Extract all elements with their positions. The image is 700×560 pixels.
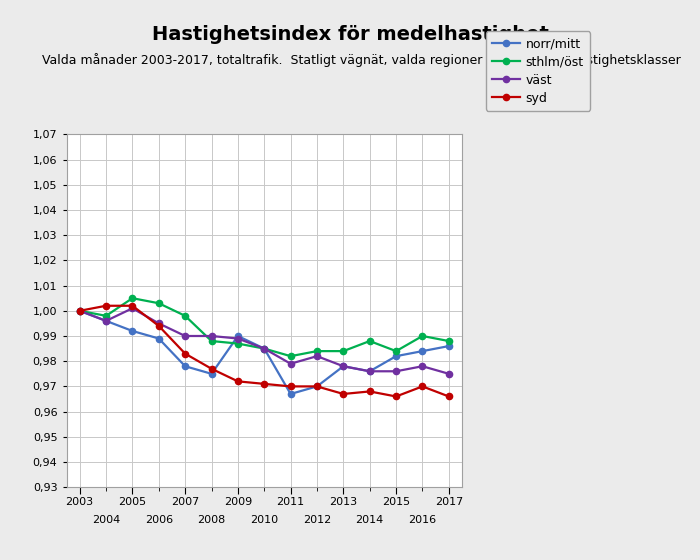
- Text: 2008: 2008: [197, 515, 225, 525]
- Text: 2010: 2010: [250, 515, 279, 525]
- väst: [286, 360, 295, 367]
- norr/mitt: [76, 307, 84, 314]
- norr/mitt: [128, 328, 136, 334]
- väst: [76, 307, 84, 314]
- sthlm/öst: [392, 348, 400, 354]
- sthlm/öst: [181, 312, 190, 319]
- sthlm/öst: [76, 307, 84, 314]
- syd: [339, 390, 347, 397]
- syd: [444, 393, 453, 400]
- väst: [339, 363, 347, 370]
- syd: [128, 302, 136, 309]
- norr/mitt: [234, 333, 242, 339]
- väst: [260, 345, 269, 352]
- sthlm/öst: [234, 340, 242, 347]
- sthlm/öst: [155, 300, 163, 306]
- sthlm/öst: [102, 312, 111, 319]
- väst: [155, 320, 163, 326]
- Line: sthlm/öst: sthlm/öst: [76, 295, 452, 360]
- Text: Valda månader 2003-2017, totaltrafik.  Statligt vägnät, valda regioner och samtl: Valda månader 2003-2017, totaltrafik. St…: [42, 53, 680, 67]
- syd: [207, 365, 216, 372]
- norr/mitt: [102, 318, 111, 324]
- syd: [260, 380, 269, 387]
- norr/mitt: [286, 390, 295, 397]
- norr/mitt: [260, 345, 269, 352]
- sthlm/öst: [339, 348, 347, 354]
- syd: [155, 323, 163, 329]
- sthlm/öst: [260, 345, 269, 352]
- norr/mitt: [339, 363, 347, 370]
- väst: [444, 370, 453, 377]
- väst: [313, 353, 321, 360]
- norr/mitt: [444, 343, 453, 349]
- sthlm/öst: [313, 348, 321, 354]
- norr/mitt: [181, 363, 190, 370]
- norr/mitt: [155, 335, 163, 342]
- väst: [207, 333, 216, 339]
- sthlm/öst: [419, 333, 427, 339]
- syd: [286, 383, 295, 390]
- syd: [234, 378, 242, 385]
- Line: väst: väst: [76, 305, 452, 377]
- sthlm/öst: [207, 338, 216, 344]
- Text: 2006: 2006: [145, 515, 173, 525]
- sthlm/öst: [128, 295, 136, 301]
- väst: [419, 363, 427, 370]
- syd: [313, 383, 321, 390]
- Text: 2012: 2012: [303, 515, 331, 525]
- sthlm/öst: [365, 338, 374, 344]
- Line: syd: syd: [76, 302, 452, 400]
- Text: 2014: 2014: [356, 515, 384, 525]
- syd: [365, 388, 374, 395]
- syd: [419, 383, 427, 390]
- väst: [365, 368, 374, 375]
- syd: [76, 307, 84, 314]
- Line: norr/mitt: norr/mitt: [76, 307, 452, 397]
- Text: 2004: 2004: [92, 515, 120, 525]
- Text: 2016: 2016: [408, 515, 437, 525]
- sthlm/öst: [286, 353, 295, 360]
- syd: [181, 350, 190, 357]
- sthlm/öst: [444, 338, 453, 344]
- norr/mitt: [313, 383, 321, 390]
- norr/mitt: [419, 348, 427, 354]
- Legend: norr/mitt, sthlm/öst, väst, syd: norr/mitt, sthlm/öst, väst, syd: [486, 31, 590, 111]
- norr/mitt: [392, 353, 400, 360]
- väst: [181, 333, 190, 339]
- väst: [392, 368, 400, 375]
- väst: [102, 318, 111, 324]
- väst: [234, 335, 242, 342]
- väst: [128, 305, 136, 312]
- Text: Hastighetsindex för medelhastighet: Hastighetsindex för medelhastighet: [152, 25, 548, 44]
- norr/mitt: [365, 368, 374, 375]
- norr/mitt: [207, 370, 216, 377]
- syd: [392, 393, 400, 400]
- syd: [102, 302, 111, 309]
